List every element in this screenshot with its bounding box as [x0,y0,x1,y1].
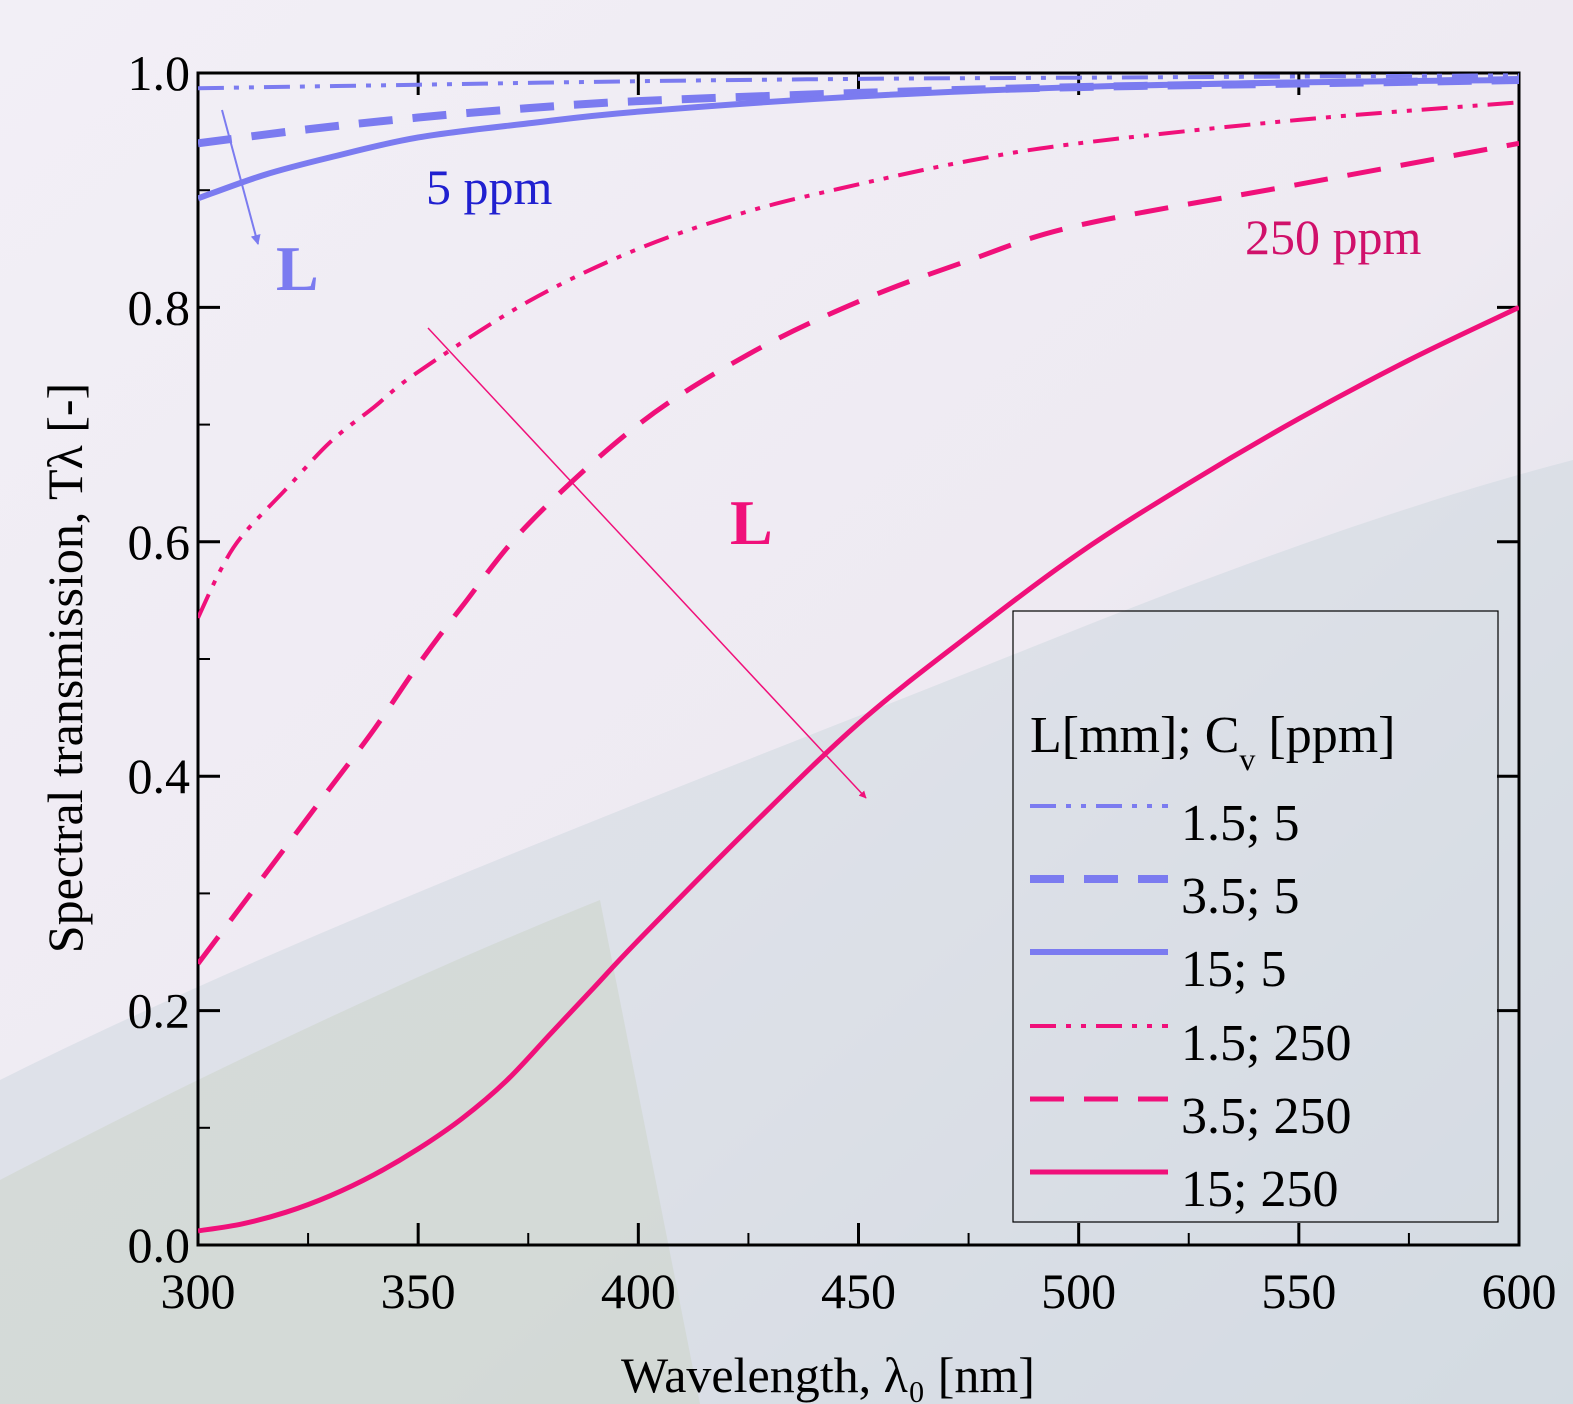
legend-label-2: 15; 5 [1181,941,1286,998]
legend-box [1012,610,1499,1223]
y-tick-label: 0.2 [128,983,191,1039]
series-layer [198,73,1519,1234]
legend-label-0: 1.5; 5 [1181,795,1299,852]
legend-label-1: 3.5; 5 [1181,868,1299,925]
y-tick-label: 0.4 [128,748,191,804]
x-tick-label: 550 [1261,1263,1336,1319]
series-line-4 [198,140,1519,966]
background-decoration [0,460,1573,1404]
series-line-1 [198,76,1519,148]
x-tick-label: 300 [161,1263,236,1319]
x-tick-label: 500 [1041,1263,1116,1319]
series-line-2 [198,77,1519,202]
x-tick-label: 350 [381,1263,456,1319]
y-tick-label: 0.6 [128,514,191,570]
legend-label-4: 3.5; 250 [1181,1088,1351,1145]
annotation-L-blue: L [276,233,319,304]
axis-ticks [196,71,1521,1247]
x-tick-label: 600 [1482,1263,1557,1319]
arrow-pink [427,327,867,799]
y-tick-label: 0.8 [128,279,191,335]
y-axis-title: Spectral transmission, Tλ [-] [37,383,93,953]
annotation-250ppm: 250 ppm [1245,209,1422,265]
series-line-5 [198,305,1519,1234]
background-decoration-2 [0,900,700,1404]
x-tick-label: 400 [601,1263,676,1319]
annotation-L-pink: L [730,487,773,558]
y-tick-label: 0.0 [128,1217,191,1273]
x-axis-title: Wavelength, λ₀ [nm] [621,1347,1035,1403]
x-tick-label: 450 [821,1263,896,1319]
arrow-blue [221,109,261,245]
tick-labels: 300 350 400 450 500 550 600 0.0 0.2 0.4 0.6 0.8 1.0 [128,45,1557,1319]
legend-label-5: 15; 250 [1181,1161,1338,1218]
legend-label-3: 1.5; 250 [1181,1015,1351,1072]
series-line-0 [198,73,1519,91]
annotation-5ppm: 5 ppm [426,159,553,215]
series-line-3 [198,100,1519,619]
y-tick-label: 1.0 [128,45,191,101]
